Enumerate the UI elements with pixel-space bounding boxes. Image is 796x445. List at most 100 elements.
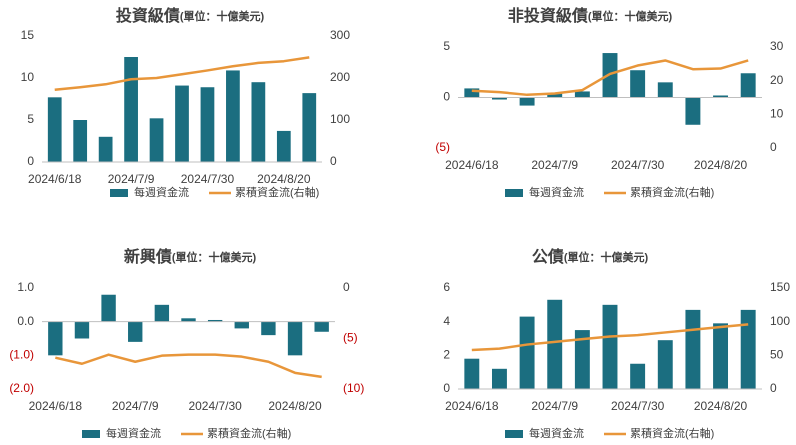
y-tick-label: (5) [343, 331, 358, 345]
bar [47, 97, 62, 162]
title-main: 公債 [532, 247, 564, 266]
y-tick-label: (10) [343, 381, 364, 395]
bar [491, 368, 507, 389]
cumulative-line [55, 353, 322, 379]
bar [519, 97, 535, 106]
x-tick-label: 2024/7/9 [108, 172, 155, 186]
bar [200, 87, 215, 162]
bar [464, 358, 480, 389]
y-tick-label: 0 [27, 154, 34, 168]
x-tick-label: 2024/7/30 [181, 172, 235, 186]
legend-label: 累積資金流(右軸) [235, 185, 319, 199]
legend-label: 累積資金流(右軸) [630, 185, 714, 199]
bar [657, 82, 673, 98]
chart-panel: 非投資級債(單位：十億美元) (5) 0 5 0 10 20 30 2024/6/18 2024/… [435, 6, 783, 199]
title-main: 投資級債 [116, 6, 180, 25]
bar [602, 304, 618, 389]
bar [276, 130, 291, 162]
x-tick-label: 2024/7/30 [188, 399, 242, 413]
bar [657, 340, 673, 389]
bar [713, 95, 729, 98]
bar [48, 321, 63, 356]
bar [519, 316, 535, 389]
bar [630, 70, 646, 98]
y-tick-label: 0 [770, 140, 777, 154]
title-main: 非投資級債 [508, 6, 588, 25]
bar [547, 93, 563, 98]
y-tick-label: (2.0) [9, 381, 34, 395]
y-tick-label: (1.0) [9, 348, 34, 362]
legend-swatch [82, 430, 100, 438]
y-tick-label: 5 [27, 112, 34, 126]
bar [685, 309, 701, 389]
legend-label: 每週資金流 [529, 426, 584, 440]
x-tick-label: 2024/7/30 [611, 399, 665, 413]
chart-title: 投資級債(單位：十億美元) [116, 6, 265, 25]
bar [685, 97, 701, 125]
x-tick-label: 2024/8/20 [257, 172, 311, 186]
bar [101, 294, 116, 322]
bar [226, 70, 240, 162]
bar [154, 304, 170, 322]
bar [149, 118, 164, 162]
legend-label: 累積資金流(右軸) [207, 426, 291, 440]
bar [73, 120, 88, 162]
title-unit: (單位：十億美元) [172, 250, 257, 264]
y-tick-label: 30 [770, 39, 784, 53]
x-tick-label: 2024/7/9 [112, 399, 159, 413]
legend-label: 每週資金流 [529, 185, 584, 199]
bar [181, 318, 196, 322]
y-tick-label: 300 [330, 28, 350, 42]
legend-swatch [505, 430, 523, 438]
legend-swatch [110, 189, 128, 197]
bar [128, 321, 143, 342]
bar [302, 93, 317, 162]
x-tick-label: 2024/7/30 [611, 158, 665, 172]
y-tick-label: 100 [770, 314, 790, 328]
x-tick-label: 2024/8/20 [268, 399, 322, 413]
x-tick-label: 2024/6/18 [445, 399, 499, 413]
y-tick-label: 50 [770, 348, 784, 362]
title-main: 新興債 [124, 247, 172, 266]
y-tick-label: 1.0 [17, 280, 34, 294]
x-tick-label: 2024/6/18 [28, 172, 82, 186]
y-tick-label: 4 [443, 314, 450, 328]
y-tick-label: 200 [330, 70, 350, 84]
y-tick-label: 0 [443, 90, 450, 104]
y-tick-label: 0 [330, 154, 337, 168]
legend-label: 每週資金流 [134, 185, 189, 199]
x-tick-label: 2024/7/9 [531, 399, 578, 413]
cumulative-line [54, 56, 310, 92]
bar [74, 321, 90, 339]
bar [574, 330, 590, 389]
bar [175, 85, 189, 162]
y-tick-label: 20 [770, 73, 784, 87]
y-tick-label: 2 [443, 348, 450, 362]
x-tick-label: 2024/8/20 [694, 158, 748, 172]
chart-title: 非投資級債(單位：十億美元) [508, 6, 673, 25]
y-tick-label: 150 [770, 280, 790, 294]
bar [234, 321, 249, 329]
bar [251, 82, 266, 162]
cumulative-line [471, 323, 749, 352]
y-tick-label: 0 [443, 381, 450, 395]
title-unit: (單位：十億美元) [180, 9, 265, 23]
x-tick-label: 2024/8/20 [694, 399, 748, 413]
bar [491, 97, 507, 100]
bar [207, 319, 223, 322]
bar [574, 91, 590, 98]
y-tick-label: 15 [21, 28, 35, 42]
bar [261, 321, 276, 336]
y-tick-label: (5) [435, 140, 450, 154]
bar [630, 363, 646, 389]
chart-panel: 公債(單位：十億美元) 0 2 4 6 0 50 100 150 2024/6/18 2024/7/… [443, 247, 790, 440]
x-tick-label: 2024/7/9 [531, 158, 578, 172]
y-tick-label: 0.0 [17, 314, 34, 328]
title-unit: (單位：十億美元) [564, 250, 649, 264]
y-tick-label: 5 [443, 39, 450, 53]
legend-label: 累積資金流(右軸) [630, 426, 714, 440]
x-tick-label: 2024/6/18 [29, 399, 83, 413]
bar [464, 88, 480, 98]
bar [287, 321, 303, 356]
